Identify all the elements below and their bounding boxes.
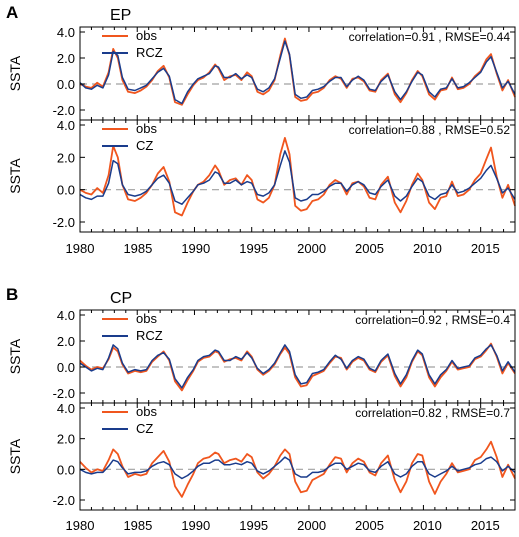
y-tick-label-0.0-cp-cz: 0.0 (57, 462, 75, 477)
y-tick-label-0.0-cp-rcz: 0.0 (57, 360, 75, 375)
x-tick-label-2000-top: 2000 (297, 241, 326, 256)
y-tick-label--2.0-cp-rcz: -2.0 (53, 386, 75, 401)
y-tick-label--2.0-cp-cz: -2.0 (53, 493, 75, 508)
y-tick-label-0.0-ep-cz: 0.0 (57, 183, 75, 198)
x-tick-label-2010-top: 2010 (413, 241, 442, 256)
legend-label-rcz-cp-rcz: RCZ (136, 328, 163, 343)
x-tick-label-1985-bottom: 1985 (123, 518, 152, 533)
stats-text-cp-cz: correlation=0.82 , RMSE=0.7 (355, 406, 510, 420)
y-tick-label-0.0-ep-rcz: 0.0 (57, 77, 75, 92)
series-line-cz-cp-cz (79, 456, 516, 480)
x-tick-label-1990-bottom: 1990 (181, 518, 210, 533)
stats-text-ep-rcz: correlation=0.91 , RMSE=0.44 (349, 30, 511, 44)
x-tick-label-1985-top: 1985 (123, 241, 152, 256)
legend-label-cz-cp-cz: CZ (136, 421, 153, 436)
series-line-rcz-cp-rcz (79, 344, 516, 389)
x-tick-label-1980-top: 1980 (66, 241, 95, 256)
x-tick-label-1995-bottom: 1995 (239, 518, 268, 533)
panel-label-b: B (6, 285, 18, 304)
x-tick-label-2000-bottom: 2000 (297, 518, 326, 533)
y-axis-label-cp-rcz: SSTA (7, 338, 23, 374)
y-tick-label-2.0-cp-rcz: 2.0 (57, 334, 75, 349)
legend-label-cz-ep-cz: CZ (136, 138, 153, 153)
y-axis-label-ep-cz: SSTA (7, 158, 23, 194)
stats-text-ep-cz: correlation=0.88 , RMSE=0.52 (349, 123, 511, 137)
legend-label-obs-ep-rcz: obs (136, 28, 157, 43)
y-tick-label-4.0-cp-cz: 4.0 (57, 401, 75, 416)
y-tick-label-4.0-ep-cz: 4.0 (57, 118, 75, 133)
x-tick-label-2005-bottom: 2005 (355, 518, 384, 533)
series-line-cz-ep-cz (79, 150, 516, 205)
y-tick-label-2.0-cp-cz: 2.0 (57, 432, 75, 447)
legend-label-rcz-ep-rcz: RCZ (136, 45, 163, 60)
x-tick-label-2010-bottom: 2010 (413, 518, 442, 533)
y-tick-label--2.0-ep-cz: -2.0 (53, 215, 75, 230)
x-tick-label-1980-bottom: 1980 (66, 518, 95, 533)
series-line-rcz-ep-rcz (79, 40, 516, 105)
region-label-cp: CP (110, 290, 132, 307)
y-tick-label-2.0-ep-cz: 2.0 (57, 150, 75, 165)
legend-label-obs-cp-cz: obs (136, 404, 157, 419)
x-tick-label-2015-bottom: 2015 (471, 518, 500, 533)
legend-label-obs-ep-cz: obs (136, 121, 157, 136)
y-tick-label--2.0-ep-rcz: -2.0 (53, 103, 75, 118)
x-tick-label-2005-top: 2005 (355, 241, 384, 256)
x-tick-label-1990-top: 1990 (181, 241, 210, 256)
y-axis-label-ep-rcz: SSTA (7, 55, 23, 91)
x-tick-label-1995-top: 1995 (239, 241, 268, 256)
legend-label-obs-cp-rcz: obs (136, 311, 157, 326)
stats-text-cp-rcz: correlation=0.92 , RMSE=0.4 (355, 313, 510, 327)
y-tick-label-4.0-cp-rcz: 4.0 (57, 308, 75, 323)
panel-label-a: A (6, 3, 18, 22)
y-tick-label-2.0-ep-rcz: 2.0 (57, 51, 75, 66)
region-label-ep: EP (110, 7, 131, 24)
y-tick-label-4.0-ep-rcz: 4.0 (57, 25, 75, 40)
y-axis-label-cp-cz: SSTA (7, 438, 23, 474)
x-tick-label-2015-top: 2015 (471, 241, 500, 256)
